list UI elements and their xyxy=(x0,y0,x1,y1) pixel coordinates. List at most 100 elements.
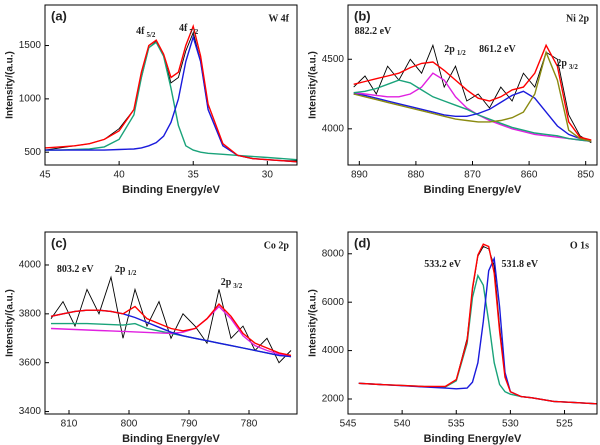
panel: 45 40 35 30 500 1000 1500 Binding Energy/eV Inte… xyxy=(5,4,298,196)
panel-element: W 4f xyxy=(268,13,289,24)
y-tick-label: 2000 xyxy=(322,394,345,405)
x-axis-label: Binding Energy/eV xyxy=(424,184,522,196)
x-tick-label: 45 xyxy=(39,170,51,181)
series-line xyxy=(358,245,597,405)
series-line xyxy=(45,23,297,163)
y-axis-label: Intensity/(a.u.) xyxy=(5,51,16,119)
annotation-text: 861.2 eV xyxy=(479,44,516,55)
x-tick-label: 535 xyxy=(448,419,465,430)
x-tick-label: 800 xyxy=(121,419,138,430)
annotation-sub: 3/2 xyxy=(233,282,242,290)
x-axis-label: Binding Energy/eV xyxy=(122,184,220,196)
annotation: 531.8 eV xyxy=(501,259,538,270)
y-axis-label: Intensity/(a.u.) xyxy=(308,51,319,119)
y-tick-label: 6000 xyxy=(322,297,345,308)
annotation-text: 2p xyxy=(556,58,567,69)
plot-area xyxy=(45,23,297,163)
panel-element: O 1s xyxy=(570,240,589,251)
annotation: 2p 3/2 xyxy=(556,58,578,70)
annotation-text: 803.2 eV xyxy=(57,265,94,276)
x-axis-label: Binding Energy/eV xyxy=(122,433,220,445)
x-tick-label: 40 xyxy=(114,170,126,181)
panel: 810 800 790 780 3400 3600 3800 4000 Binding Ener… xyxy=(5,231,298,445)
x-tick-label: 35 xyxy=(188,170,200,181)
x-tick-label: 810 xyxy=(61,419,78,430)
y-tick-label: 3600 xyxy=(19,357,42,368)
y-tick-label: 8000 xyxy=(322,248,345,259)
plot-area xyxy=(358,243,597,405)
annotation: 861.2 eV xyxy=(479,44,516,55)
x-tick-label: 780 xyxy=(241,419,258,430)
annotation-text: 882.2 eV xyxy=(355,26,392,37)
series-line xyxy=(353,43,592,141)
panel: 545 540 535 530 525 2000 4000 6000 8000 Binding E… xyxy=(308,231,598,445)
series-line xyxy=(50,305,292,358)
x-tick-label: 890 xyxy=(351,170,368,181)
x-tick-label: 540 xyxy=(394,419,411,430)
annotation-text: 531.8 eV xyxy=(501,259,538,270)
annotation-sub: 7/2 xyxy=(189,28,198,36)
y-tick-label: 4000 xyxy=(322,345,345,356)
panel-label: (d) xyxy=(354,235,371,250)
series-line xyxy=(358,255,597,405)
y-tick-label: 4000 xyxy=(322,123,345,134)
x-tick-label: 530 xyxy=(502,419,519,430)
x-tick-label: 545 xyxy=(340,419,357,430)
annotation-text: 4f xyxy=(179,23,188,34)
y-tick-label: 1000 xyxy=(19,94,42,105)
annotation: 2p 1/2 xyxy=(444,44,466,56)
y-tick-label: 1500 xyxy=(19,40,42,51)
series-line xyxy=(45,34,297,163)
annotation: 533.2 eV xyxy=(424,259,461,270)
annotation-text: 2p xyxy=(115,265,126,276)
series-line xyxy=(358,243,597,405)
annotation-sub: 3/2 xyxy=(569,63,578,71)
x-tick-label: 850 xyxy=(577,170,594,181)
y-tick-label: 500 xyxy=(24,147,41,158)
plot-area xyxy=(353,43,592,144)
y-tick-label: 3400 xyxy=(19,406,42,417)
series-line xyxy=(353,90,592,142)
x-tick-label: 790 xyxy=(181,419,198,430)
annotation: 2p 3/2 xyxy=(221,277,243,289)
annotation: 4f 7/2 xyxy=(179,23,199,35)
y-tick-label: 3800 xyxy=(19,308,42,319)
y-axis-label: Intensity/(a.u.) xyxy=(308,289,319,357)
annotation: 4f 5/2 xyxy=(136,26,156,38)
annotation-text: 533.2 eV xyxy=(424,259,461,270)
x-axis-label: Binding Energy/eV xyxy=(424,433,522,445)
frame xyxy=(44,4,298,166)
annotation: 803.2 eV xyxy=(57,265,94,276)
series-line xyxy=(45,41,297,161)
y-tick-label: 4500 xyxy=(322,54,345,65)
annotation-sub: 5/2 xyxy=(146,31,155,39)
annotation-text: 2p xyxy=(444,44,455,55)
x-tick-label: 880 xyxy=(408,170,425,181)
annotation-sub: 1/2 xyxy=(457,48,466,56)
y-tick-label: 4000 xyxy=(19,260,42,271)
panel-label: (a) xyxy=(51,8,67,23)
series-line xyxy=(50,303,292,357)
series-line xyxy=(45,31,297,162)
x-tick-label: 30 xyxy=(262,170,274,181)
annotation-text: 2p xyxy=(221,277,232,288)
plot-area xyxy=(50,275,292,364)
frame xyxy=(347,231,598,415)
annotation-text: 4f xyxy=(136,26,145,37)
x-tick-label: 860 xyxy=(521,170,538,181)
frame xyxy=(44,231,298,415)
x-tick-label: 870 xyxy=(464,170,481,181)
annotation: 2p 1/2 xyxy=(115,265,137,277)
series-line xyxy=(353,50,592,142)
series-line xyxy=(353,79,592,142)
panel-label: (b) xyxy=(354,8,371,23)
y-axis-label: Intensity/(a.u.) xyxy=(5,289,16,357)
panel-element: Co 2p xyxy=(264,240,290,251)
panel-label: (c) xyxy=(51,235,67,250)
x-tick-label: 525 xyxy=(556,419,573,430)
annotation: 882.2 eV xyxy=(355,26,392,37)
panel: 890 880 870 860 850 4000 4500 Binding Energy/eV… xyxy=(308,4,598,196)
annotation-sub: 1/2 xyxy=(127,269,136,277)
